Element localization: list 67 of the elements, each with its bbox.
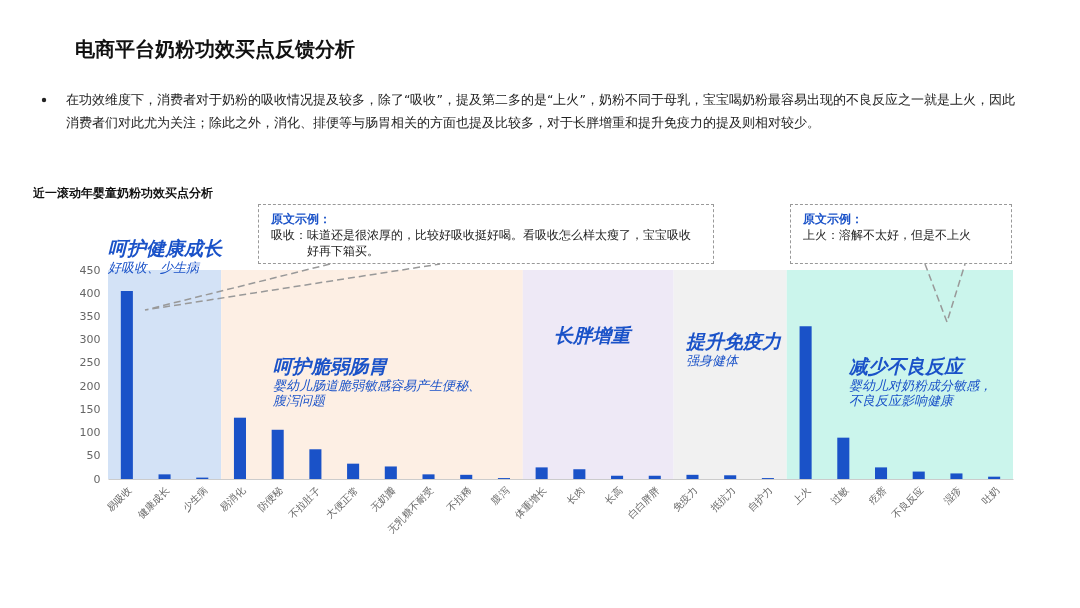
x-tick-label: 免疫力 [670, 484, 700, 514]
annotation: 强身健体 [685, 353, 740, 368]
bar [573, 469, 586, 479]
x-tick-label: 白白胖胖 [625, 484, 662, 521]
bar [874, 467, 888, 479]
x-tick-label: 防便秘 [255, 484, 285, 514]
y-tick-label: 100 [79, 426, 101, 440]
annotation: 婴幼儿肠道脆弱敏感容易产生便秘、腹泻问题 [272, 378, 482, 408]
bar [233, 417, 247, 479]
x-tick-label: 吐奶 [979, 484, 1002, 507]
bar [724, 475, 737, 479]
y-tick-label: 350 [79, 309, 101, 323]
x-tick-label: 长肉 [564, 484, 587, 507]
bar [611, 475, 624, 479]
y-tick-label: 300 [79, 333, 101, 347]
bar [309, 449, 322, 479]
annotation: 好吸收、少生病 [107, 260, 201, 275]
x-tick-label: 湿疹 [941, 484, 964, 507]
x-tick-label: 疙瘩 [866, 484, 889, 507]
x-tick-label: 不拉稀 [444, 484, 474, 514]
x-tick-label: 无奶瓣 [368, 484, 398, 514]
bar [686, 474, 699, 479]
bar [799, 326, 812, 479]
x-tick-label: 不良反应 [889, 484, 926, 521]
y-tick-label: 250 [79, 356, 101, 370]
band-label: 减少不良反应 [847, 355, 966, 377]
bar [460, 474, 473, 479]
bar [347, 463, 360, 479]
bar [271, 429, 284, 479]
bar [950, 473, 963, 479]
x-tick-label: 腹泻 [489, 484, 512, 507]
band-label: 呵护脆弱肠胃 [273, 355, 390, 377]
x-tick-label: 易吸收 [104, 484, 134, 514]
y-tick-label: 400 [79, 286, 101, 300]
band-label: 呵护健康成长 [108, 237, 223, 259]
x-tick-label: 自护力 [745, 484, 775, 514]
annotation: 婴幼儿对奶粉成分敏感，不良反应影响健康 [848, 378, 992, 408]
x-tick-label: 健康成长 [135, 484, 172, 521]
y-tick-label: 200 [79, 379, 101, 393]
x-tick-label: 过敏 [828, 484, 851, 507]
bar [912, 471, 925, 479]
chart-subtitle: 近一滚动年婴童奶粉功效买点分析 [32, 186, 213, 200]
quote-box: 原文示例： 上火：溶解不太好，但是不上火 [790, 204, 1012, 264]
bar [422, 474, 435, 479]
x-tick-label: 长高 [602, 484, 625, 507]
x-tick-label: 不拉肚子 [286, 484, 323, 521]
y-tick-label: 0 [93, 472, 101, 486]
quote-box: 原文示例： 吸收：味道还是很浓厚的，比较好吸收挺好喝。看吸收怎么样太瘦了，宝宝吸收好再下箱买。 [258, 204, 714, 264]
x-tick-label: 抵抗力 [707, 484, 738, 515]
x-tick-label: 易消化 [218, 484, 248, 514]
chart-title: 电商平台奶粉功效买点反馈分析 [75, 36, 355, 63]
y-tick-label: 450 [79, 263, 101, 277]
bar [384, 466, 397, 479]
bar [837, 437, 850, 479]
bar [648, 475, 661, 479]
band-label: 长胖增重 [553, 324, 633, 346]
y-tick-label: 150 [79, 402, 101, 416]
y-tick-label: 50 [86, 449, 101, 463]
x-tick-label: 上火 [790, 484, 813, 507]
bar [120, 290, 133, 479]
x-tick-label: 少生病 [180, 484, 210, 514]
bar [535, 467, 548, 479]
x-tick-label: 体重增长 [512, 484, 549, 521]
band-label: 提升免疫力 [684, 330, 782, 352]
text: 在功效维度下，消费者对于奶粉的吸收情况提及较多，除了“吸收”，提及第二多的是“上火”，奶粉不同于母乳，宝宝喝奶粉最容易出现的不良反应之一就是上火，因此消费者们对此尤为关注；除此之外，消化、排便等与肠胃相关的方面也提及比较多，对于长胖增重和提升免疫力的提及则相对较少。 [65, 91, 1016, 132]
x-tick-label: 大便正常 [324, 484, 361, 521]
bar [158, 474, 171, 479]
